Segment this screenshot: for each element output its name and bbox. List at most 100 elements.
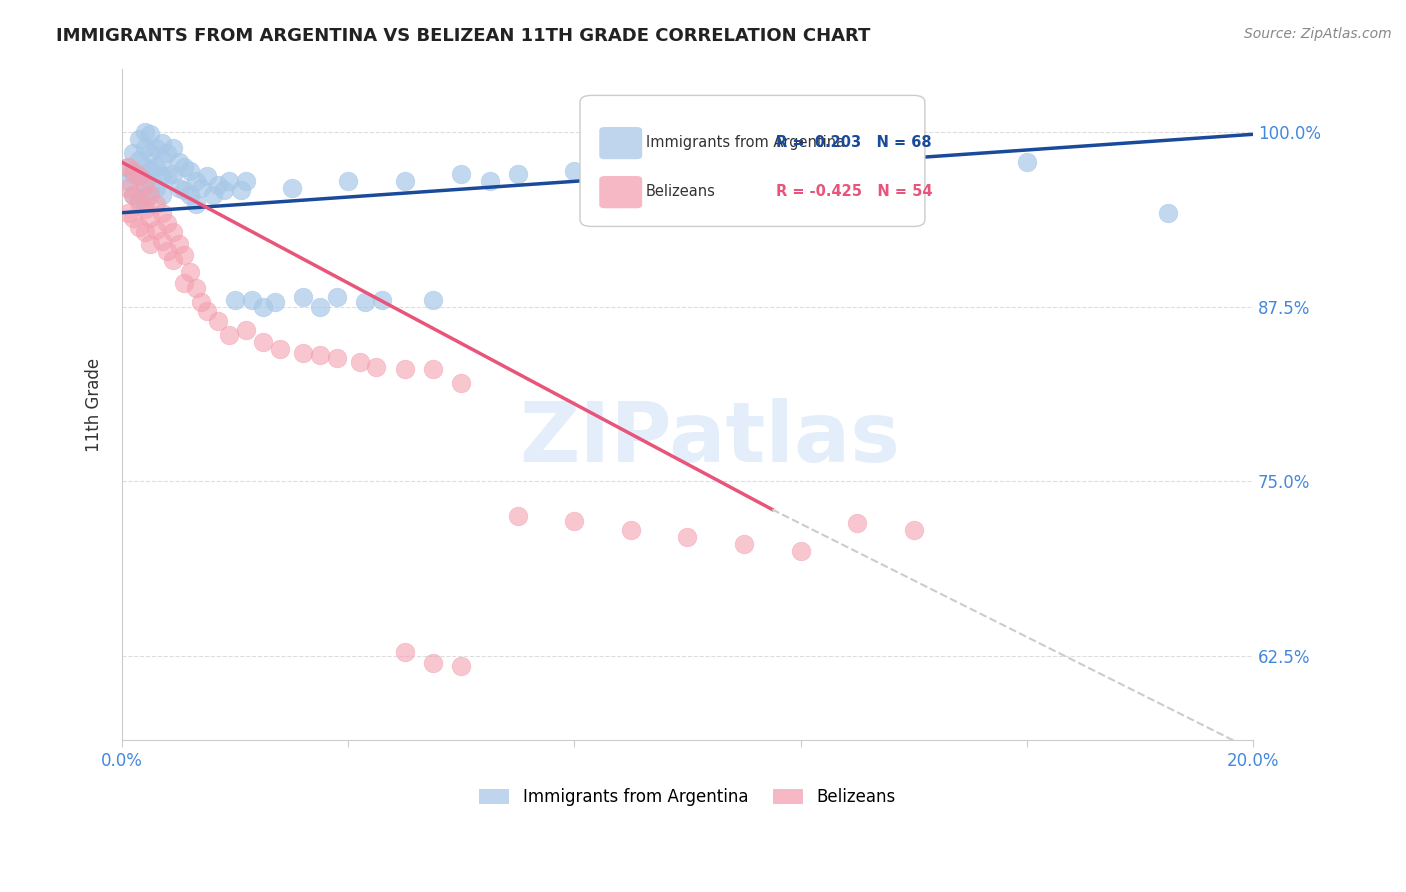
Point bbox=[394, 362, 416, 376]
Point bbox=[156, 169, 179, 184]
Point bbox=[564, 514, 586, 528]
Text: R =  0.203   N = 68: R = 0.203 N = 68 bbox=[776, 135, 931, 150]
Point bbox=[139, 183, 162, 197]
Point bbox=[366, 359, 388, 374]
FancyBboxPatch shape bbox=[581, 95, 925, 227]
Point bbox=[128, 219, 150, 234]
Point bbox=[139, 163, 162, 178]
Point bbox=[846, 153, 869, 167]
Point bbox=[145, 180, 167, 194]
Point bbox=[145, 222, 167, 236]
Text: Belizeans: Belizeans bbox=[645, 184, 716, 199]
Point bbox=[173, 276, 195, 290]
Point bbox=[240, 293, 263, 307]
Point bbox=[139, 211, 162, 226]
Point bbox=[235, 173, 257, 187]
Point bbox=[134, 194, 156, 209]
Point bbox=[167, 155, 190, 169]
Point bbox=[162, 225, 184, 239]
Point bbox=[134, 160, 156, 174]
Point bbox=[139, 145, 162, 160]
Point bbox=[337, 173, 360, 187]
Point bbox=[450, 167, 472, 181]
Point bbox=[450, 659, 472, 673]
Point bbox=[291, 345, 314, 359]
Point bbox=[145, 160, 167, 174]
Point bbox=[139, 128, 162, 142]
Point bbox=[162, 141, 184, 155]
Point bbox=[394, 645, 416, 659]
Point bbox=[122, 167, 145, 181]
Point bbox=[371, 293, 394, 307]
Point bbox=[150, 136, 173, 150]
Point bbox=[1015, 155, 1038, 169]
Point bbox=[422, 362, 444, 376]
Point bbox=[117, 160, 139, 174]
FancyBboxPatch shape bbox=[599, 176, 643, 209]
Point bbox=[134, 202, 156, 216]
Point bbox=[450, 376, 472, 391]
Point bbox=[150, 187, 173, 202]
Point bbox=[128, 169, 150, 184]
Point bbox=[167, 180, 190, 194]
Point bbox=[235, 323, 257, 337]
Point bbox=[252, 334, 274, 349]
Point bbox=[676, 155, 699, 169]
Point bbox=[349, 355, 371, 369]
Point bbox=[224, 293, 246, 307]
Point bbox=[676, 531, 699, 545]
Point bbox=[173, 160, 195, 174]
Point bbox=[207, 313, 229, 327]
Point bbox=[326, 290, 349, 304]
Text: IMMIGRANTS FROM ARGENTINA VS BELIZEAN 11TH GRADE CORRELATION CHART: IMMIGRANTS FROM ARGENTINA VS BELIZEAN 11… bbox=[56, 27, 870, 45]
Point bbox=[117, 160, 139, 174]
Point bbox=[150, 234, 173, 248]
Point bbox=[117, 180, 139, 194]
Point bbox=[122, 145, 145, 160]
Point bbox=[179, 264, 201, 278]
FancyBboxPatch shape bbox=[599, 127, 643, 160]
Point bbox=[309, 300, 332, 314]
Point bbox=[139, 236, 162, 251]
Point bbox=[184, 281, 207, 295]
Legend: Immigrants from Argentina, Belizeans: Immigrants from Argentina, Belizeans bbox=[472, 781, 903, 813]
Point bbox=[564, 163, 586, 178]
Point bbox=[156, 145, 179, 160]
Point bbox=[620, 524, 643, 538]
Point bbox=[134, 124, 156, 138]
Point bbox=[190, 180, 212, 194]
Point bbox=[122, 187, 145, 202]
Point bbox=[122, 163, 145, 178]
Text: Source: ZipAtlas.com: Source: ZipAtlas.com bbox=[1244, 27, 1392, 41]
Point bbox=[122, 187, 145, 202]
Point bbox=[309, 349, 332, 363]
Point bbox=[195, 169, 218, 184]
Point bbox=[134, 178, 156, 192]
Point bbox=[789, 544, 811, 558]
Point bbox=[422, 293, 444, 307]
Point bbox=[195, 303, 218, 318]
Point bbox=[733, 537, 755, 551]
Point bbox=[162, 253, 184, 268]
Point bbox=[128, 131, 150, 145]
Point bbox=[117, 205, 139, 219]
Point bbox=[903, 524, 925, 538]
Point bbox=[122, 211, 145, 226]
Point bbox=[422, 657, 444, 671]
Point bbox=[394, 173, 416, 187]
Point bbox=[252, 300, 274, 314]
Point bbox=[134, 178, 156, 192]
Point bbox=[229, 183, 252, 197]
Point bbox=[218, 327, 240, 342]
Text: ZIPatlas: ZIPatlas bbox=[520, 398, 901, 479]
Point bbox=[263, 295, 285, 310]
Point bbox=[156, 215, 179, 229]
Point bbox=[218, 173, 240, 187]
Point bbox=[128, 153, 150, 167]
Point bbox=[139, 187, 162, 202]
Point bbox=[190, 295, 212, 310]
Point bbox=[128, 192, 150, 206]
Point bbox=[326, 351, 349, 366]
Point bbox=[506, 509, 529, 524]
Point bbox=[846, 516, 869, 531]
